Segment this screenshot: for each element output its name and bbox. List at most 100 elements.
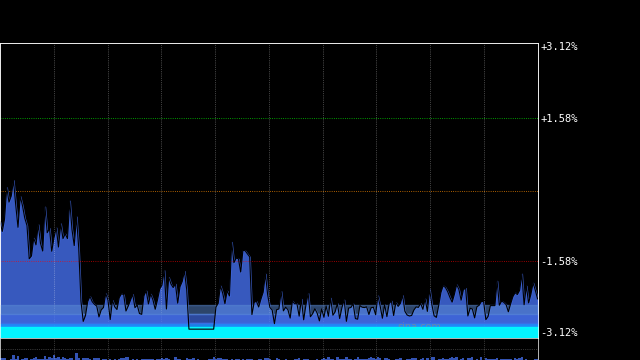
- Bar: [508, 359, 509, 360]
- Bar: [62, 357, 64, 360]
- Bar: [150, 359, 152, 360]
- Bar: [68, 358, 71, 360]
- Bar: [33, 358, 35, 360]
- Bar: [21, 359, 24, 360]
- Bar: [64, 359, 67, 360]
- Bar: [505, 359, 508, 360]
- Bar: [525, 359, 527, 360]
- Bar: [503, 359, 505, 360]
- Bar: [476, 359, 478, 360]
- Bar: [426, 358, 429, 360]
- Bar: [0, 359, 1, 360]
- Bar: [95, 358, 98, 360]
- Bar: [109, 359, 111, 360]
- Bar: [484, 358, 487, 360]
- Bar: [193, 358, 195, 360]
- Bar: [221, 359, 224, 360]
- Bar: [248, 359, 251, 360]
- Bar: [467, 357, 469, 360]
- Bar: [132, 359, 134, 360]
- Bar: [118, 359, 120, 360]
- Bar: [82, 358, 84, 360]
- Bar: [298, 358, 300, 360]
- Bar: [492, 359, 493, 360]
- Bar: [177, 359, 179, 360]
- Bar: [419, 359, 422, 360]
- Bar: [143, 359, 145, 360]
- Bar: [397, 359, 399, 360]
- Bar: [451, 357, 453, 360]
- Bar: [509, 359, 512, 360]
- Bar: [521, 357, 523, 360]
- Bar: [49, 357, 51, 360]
- Bar: [395, 359, 397, 360]
- Bar: [156, 359, 159, 360]
- Bar: [489, 359, 492, 360]
- Bar: [370, 357, 372, 360]
- Bar: [123, 358, 125, 360]
- Bar: [226, 359, 228, 360]
- Bar: [58, 357, 60, 360]
- Bar: [356, 357, 359, 360]
- Bar: [442, 358, 444, 360]
- Bar: [46, 359, 49, 360]
- Bar: [307, 359, 309, 360]
- Bar: [3, 358, 6, 360]
- Bar: [145, 359, 147, 360]
- Bar: [415, 358, 417, 360]
- Bar: [10, 359, 12, 360]
- Bar: [462, 358, 465, 360]
- Bar: [368, 358, 370, 360]
- Bar: [336, 357, 339, 360]
- Bar: [276, 358, 278, 360]
- Bar: [278, 359, 280, 360]
- Bar: [215, 359, 217, 360]
- Bar: [174, 357, 177, 360]
- Bar: [444, 359, 447, 360]
- Bar: [17, 356, 19, 360]
- Bar: [296, 359, 298, 360]
- Bar: [406, 359, 408, 360]
- Bar: [493, 359, 496, 360]
- Bar: [30, 359, 33, 360]
- Bar: [294, 359, 296, 360]
- Bar: [516, 359, 518, 360]
- Bar: [190, 359, 193, 360]
- Bar: [377, 357, 379, 360]
- Bar: [237, 359, 239, 360]
- Bar: [327, 357, 330, 360]
- Bar: [186, 357, 188, 360]
- Bar: [374, 359, 377, 360]
- Bar: [84, 357, 86, 360]
- Bar: [230, 359, 233, 360]
- Bar: [496, 359, 498, 360]
- Bar: [514, 359, 516, 360]
- Bar: [449, 359, 451, 360]
- Bar: [456, 357, 458, 360]
- Bar: [469, 358, 471, 360]
- Bar: [76, 353, 77, 360]
- Bar: [410, 358, 413, 360]
- Bar: [1, 359, 3, 360]
- Bar: [460, 359, 462, 360]
- Bar: [217, 358, 220, 360]
- Bar: [343, 359, 345, 360]
- Bar: [161, 358, 163, 360]
- Bar: [438, 359, 440, 360]
- Bar: [345, 357, 348, 360]
- Bar: [348, 359, 350, 360]
- Bar: [534, 359, 536, 360]
- Bar: [127, 357, 129, 360]
- Bar: [212, 357, 215, 360]
- Bar: [208, 359, 211, 360]
- Bar: [266, 358, 269, 360]
- Bar: [235, 359, 237, 360]
- Bar: [325, 359, 327, 360]
- Bar: [224, 359, 226, 360]
- Text: sina.com: sina.com: [397, 321, 441, 332]
- Bar: [361, 359, 364, 360]
- Bar: [53, 355, 55, 360]
- Bar: [264, 358, 266, 360]
- Bar: [399, 359, 401, 360]
- Bar: [500, 359, 503, 360]
